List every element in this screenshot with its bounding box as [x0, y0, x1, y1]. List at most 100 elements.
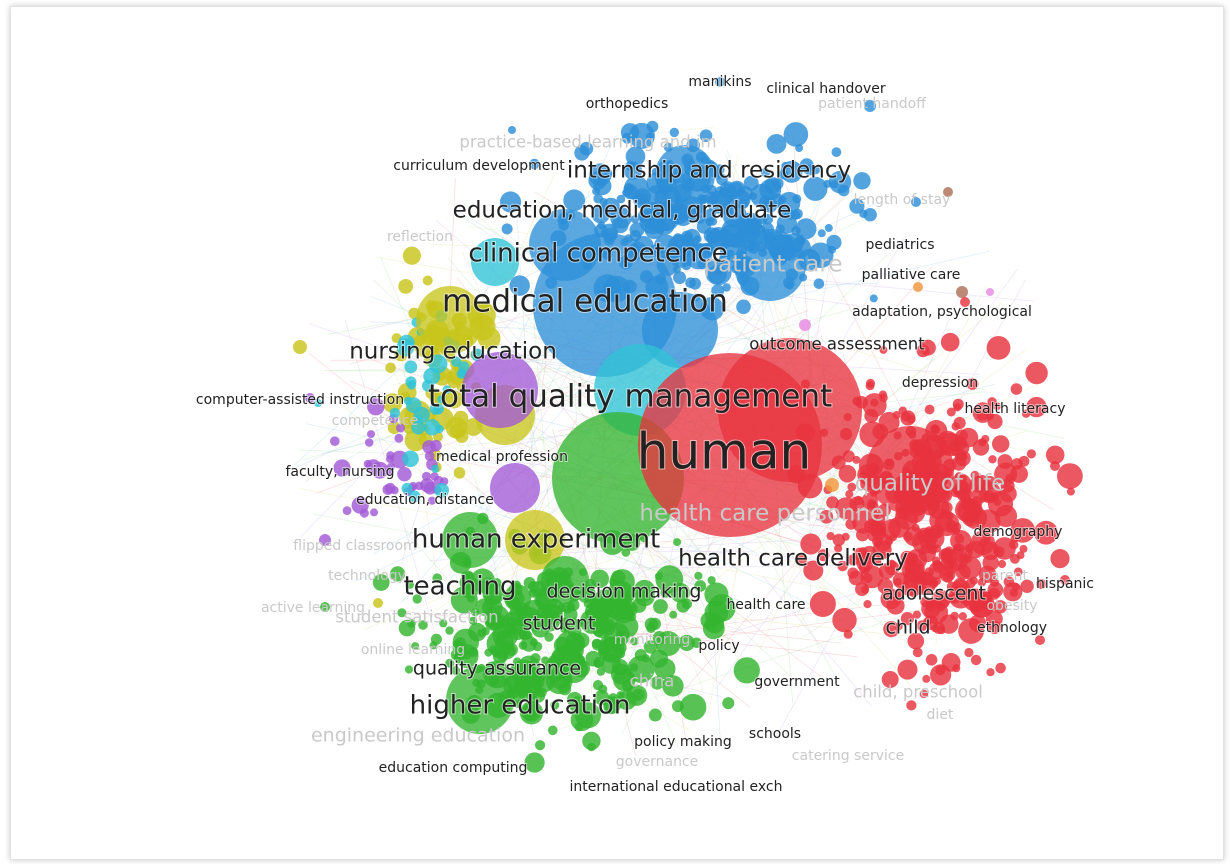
red-cluster-node[interactable] — [911, 523, 920, 532]
red-cluster-node[interactable] — [953, 543, 965, 555]
peripheral-node[interactable] — [956, 286, 968, 298]
red-cluster-node[interactable] — [970, 654, 982, 666]
keyword-label-child[interactable]: child — [884, 616, 931, 640]
blue-cluster-node[interactable] — [869, 294, 878, 303]
purple-cluster-node[interactable] — [365, 459, 381, 475]
red-cluster-node[interactable] — [848, 570, 864, 586]
human-experiment-bubble[interactable] — [505, 510, 565, 570]
blue-cluster-node[interactable] — [797, 236, 806, 245]
green-cluster-node[interactable] — [633, 579, 656, 602]
purple-cluster-node[interactable] — [342, 506, 352, 515]
blue-cluster-node[interactable] — [831, 147, 842, 158]
peripheral-node[interactable] — [1060, 575, 1070, 585]
green-cluster-node[interactable] — [412, 594, 422, 604]
blue-cluster-node[interactable] — [681, 230, 693, 243]
green-cluster-node[interactable] — [590, 569, 609, 588]
keyword-label-medical-education[interactable]: medical education — [441, 283, 729, 321]
red-cluster-node[interactable] — [907, 632, 925, 650]
red-cluster-node[interactable] — [856, 528, 869, 542]
blue-cluster-node[interactable] — [625, 146, 646, 167]
peripheral-node[interactable] — [305, 393, 315, 403]
red-cluster-node[interactable] — [955, 564, 971, 580]
green-cluster-node[interactable] — [617, 690, 637, 710]
red-cluster-node[interactable] — [951, 456, 967, 471]
keyword-label-student[interactable]: student — [522, 612, 597, 636]
red-cluster-node[interactable] — [1013, 567, 1023, 577]
green-hub-bubble[interactable] — [442, 512, 498, 568]
keyword-label-schools[interactable]: schools — [748, 725, 802, 743]
keyword-label-policy[interactable]: policy — [697, 637, 740, 655]
nursing-education-bubble[interactable] — [416, 286, 484, 354]
keyword-label-health-care-personnel[interactable]: health care personnel — [639, 501, 890, 527]
red-cluster-node[interactable] — [897, 659, 918, 680]
red-cluster-node[interactable] — [845, 518, 857, 530]
green-cluster-node[interactable] — [505, 593, 516, 605]
keyword-label-education-medical-graduate[interactable]: education, medical, graduate — [452, 197, 793, 225]
peripheral-node[interactable] — [293, 340, 307, 354]
keyword-label-internship-and-residency[interactable]: internship and residency — [566, 157, 852, 185]
green-cluster-node[interactable] — [524, 752, 545, 773]
peripheral-node[interactable] — [320, 602, 330, 612]
cyan-cluster-node[interactable] — [431, 464, 440, 473]
green-cluster-node[interactable] — [486, 630, 514, 658]
red-cluster-node[interactable] — [986, 668, 995, 677]
green-cluster-node[interactable] — [608, 693, 619, 704]
red-cluster-node[interactable] — [843, 629, 853, 639]
keyword-label-patient-handoff[interactable]: patient handoff — [818, 96, 926, 112]
red-cluster-node[interactable] — [803, 560, 824, 581]
cyan-cluster-node[interactable] — [396, 338, 415, 357]
blue-cluster-node[interactable] — [588, 171, 607, 190]
peripheral-node[interactable] — [943, 187, 953, 197]
red-cluster-node[interactable] — [1010, 534, 1019, 543]
green-cluster-node[interactable] — [550, 700, 560, 710]
red-cluster-node[interactable] — [873, 557, 882, 566]
cyan-cluster-node[interactable] — [405, 376, 417, 388]
blue-cluster-node[interactable] — [813, 278, 825, 290]
blue-cluster-node[interactable] — [499, 191, 522, 213]
red-cluster-node[interactable] — [944, 546, 954, 557]
red-cluster-node[interactable] — [867, 531, 878, 542]
blue-cluster-node[interactable] — [772, 177, 784, 190]
green-cluster-node[interactable] — [610, 663, 632, 685]
green-cluster-node[interactable] — [484, 605, 510, 631]
red-cluster-node[interactable] — [903, 531, 913, 542]
blue-cluster-node[interactable] — [707, 265, 727, 284]
red-cluster-node[interactable] — [847, 482, 857, 492]
green-cluster-node[interactable] — [551, 650, 566, 666]
blue-cluster-node[interactable] — [736, 299, 751, 315]
green-cluster-node[interactable] — [496, 631, 505, 640]
blue-cluster-node[interactable] — [722, 283, 731, 292]
red-cluster-node[interactable] — [973, 604, 982, 613]
red-cluster-node[interactable] — [884, 560, 900, 576]
blue-cluster-node[interactable] — [795, 218, 817, 240]
green-cluster-node[interactable] — [563, 607, 578, 622]
green-cluster-node[interactable] — [704, 614, 725, 634]
green-cluster-node[interactable] — [569, 702, 579, 711]
keyword-label-demography[interactable]: demography — [973, 523, 1064, 541]
red-cluster-node[interactable] — [864, 408, 879, 423]
green-cluster-node[interactable] — [662, 675, 684, 697]
green-cluster-node[interactable] — [563, 648, 581, 666]
keyword-label-hispanic[interactable]: hispanic — [1035, 575, 1095, 593]
green-cluster-node[interactable] — [477, 629, 486, 638]
red-cluster-node[interactable] — [912, 647, 923, 658]
red-cluster-node[interactable] — [994, 504, 1018, 528]
red-cluster-node[interactable] — [920, 537, 933, 550]
red-cluster-node[interactable] — [930, 664, 952, 686]
cyan-cluster-node[interactable] — [408, 490, 421, 503]
peripheral-node[interactable] — [986, 288, 994, 296]
red-cluster-node[interactable] — [931, 589, 951, 610]
peripheral-node[interactable] — [911, 197, 921, 207]
green-cluster-node[interactable] — [582, 731, 601, 751]
keyword-label-computer-assisted-instruction[interactable]: computer-assisted instruction — [195, 391, 405, 409]
green-cluster-node[interactable] — [679, 693, 707, 721]
blue-cluster-node[interactable] — [597, 221, 606, 230]
keyword-label-monitoring[interactable]: monitoring — [614, 632, 690, 648]
keyword-label-online-learning[interactable]: online learning — [361, 642, 465, 658]
green-cluster-node[interactable] — [596, 667, 606, 676]
keyword-label-policy-making[interactable]: policy making — [633, 733, 733, 751]
green-cluster-node[interactable] — [604, 622, 630, 648]
red-cluster-node[interactable] — [800, 533, 822, 555]
red-cluster-node[interactable] — [901, 557, 925, 581]
green-cluster-node[interactable] — [534, 592, 549, 608]
